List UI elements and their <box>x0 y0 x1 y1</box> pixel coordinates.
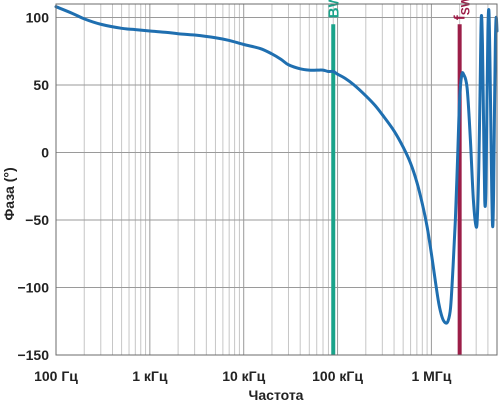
x-tick-label: 1 кГц <box>132 368 168 384</box>
y-tick-label: −100 <box>17 280 49 296</box>
y-axis-title: Фаза (°) <box>1 167 17 220</box>
x-tick-label: 10 кГц <box>222 368 265 384</box>
y-tick-label: −150 <box>17 347 49 363</box>
series-layer <box>54 5 499 325</box>
x-axis-title: Частота <box>249 387 304 403</box>
phase-series-line <box>54 5 499 325</box>
x-tick-label: 1 МГц <box>411 368 451 384</box>
y-tick-label: 100 <box>26 10 50 26</box>
BW-marker-label: BW <box>325 0 342 18</box>
tick-layer: 100 50 0 −50 −100 −150 100 Гц 1 кГц 10 кГц 100 кГ… <box>17 10 451 385</box>
plot-frame <box>55 3 498 356</box>
y-tick-label: 0 <box>41 145 49 161</box>
y-tick-label: −50 <box>25 212 49 228</box>
y-tick-label: 50 <box>33 77 49 93</box>
x-tick-label: 100 Гц <box>34 368 78 384</box>
x-tick-label: 100 кГц <box>312 368 363 384</box>
